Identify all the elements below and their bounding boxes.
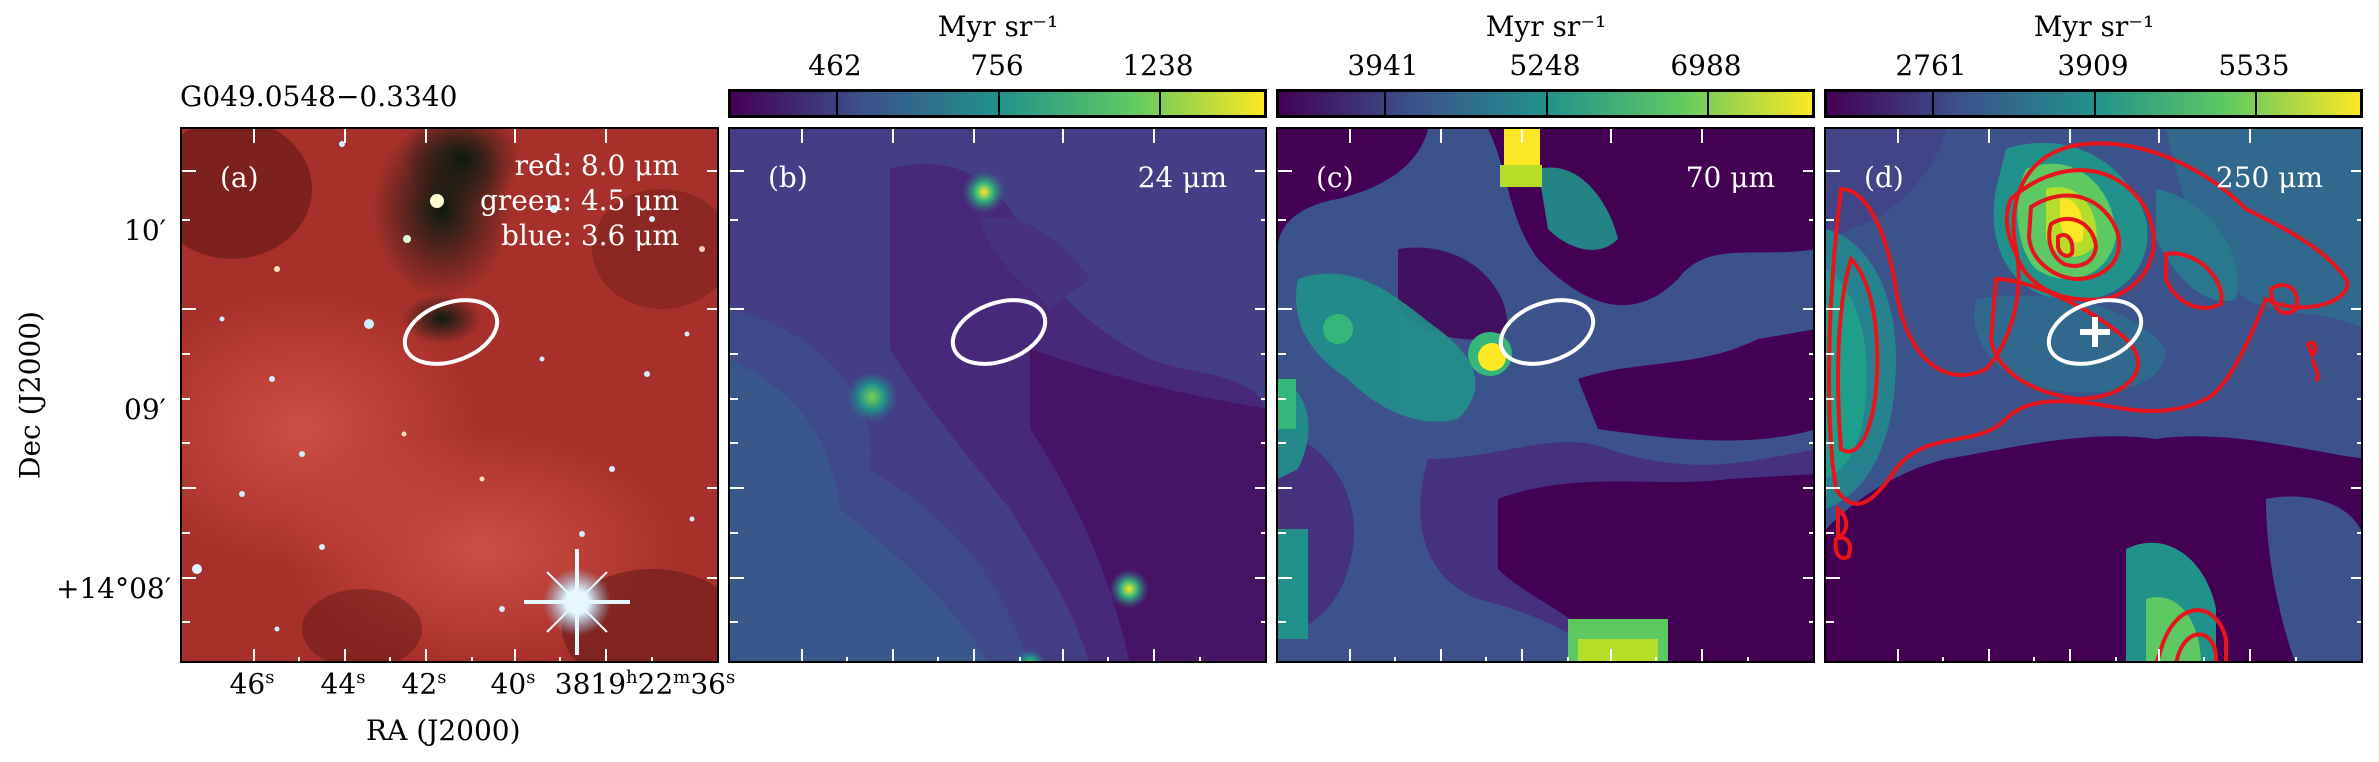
colorbar-c-tick-1: 3941 [1347,49,1419,82]
band-red: red: 8.0 μm [514,149,679,182]
colorbar-c [1276,89,1815,118]
panel-b-24um-image: (b) 24 μm [728,127,1267,663]
x-axis-label: RA (J2000) [366,714,521,747]
y-axis-label: Dec (J2000) [13,311,47,479]
panel-d-band: 250 μm [2215,161,2323,194]
y-tick-10: 10′ [124,214,166,247]
band-blue: blue: 3.6 μm [501,219,679,252]
target-ellipse [2046,298,2144,366]
panel-d-label: (d) [1864,161,1904,194]
colorbar-c-tick-2: 5248 [1509,49,1581,82]
panel-c-label: (c) [1316,161,1354,194]
panel-c-band: 70 μm [1685,161,1775,194]
colorbar-d-tick-3: 5535 [2218,49,2290,82]
colorbar-d-tick-2: 3909 [2057,49,2129,82]
x-tick-42s: 42s [401,667,447,701]
panel-c-70um-image: (c) 70 μm [1276,127,1815,663]
colorbar-b-unit: Myr sr⁻¹ [937,10,1059,43]
band-green: green: 4.5 μm [480,184,679,217]
colorbar-b-tick-1: 462 [808,49,862,82]
panel-b-band: 24 μm [1137,161,1227,194]
target-ellipse [950,298,1048,366]
y-tick-09: 09′ [124,393,166,426]
colorbar-d-unit: Myr sr⁻¹ [2033,10,2155,43]
target-ellipse [402,298,500,366]
x-tick-40s: 40s [490,667,536,701]
colorbar-d [1824,89,2363,118]
y-tick-08: +14°08′ [56,572,172,605]
panel-b-label: (b) [768,161,808,194]
colorbar-c-tick-3: 6988 [1670,49,1742,82]
x-tick-46s: 46s [229,667,275,701]
panel-a-rgb-image: (a) red: 8.0 μm green: 4.5 μm blue: 3.6 … [180,127,719,663]
x-tick-44s: 44s [320,667,366,701]
colorbar-b [728,89,1267,118]
source-title: G049.0548−0.3340 [180,80,458,113]
colorbar-b-tick-2: 756 [970,49,1024,82]
target-ellipse [1498,298,1596,366]
colorbar-c-unit: Myr sr⁻¹ [1485,10,1607,43]
panel-a-label: (a) [220,161,259,194]
source-cross-marker [2080,317,2110,347]
x-tick-38-19h22m36s: 3819h22m36s [554,667,736,701]
panel-d-250um-image: (d) 250 μm [1824,127,2363,663]
colorbar-d-tick-1: 2761 [1895,49,1967,82]
colorbar-b-tick-3: 1238 [1122,49,1194,82]
